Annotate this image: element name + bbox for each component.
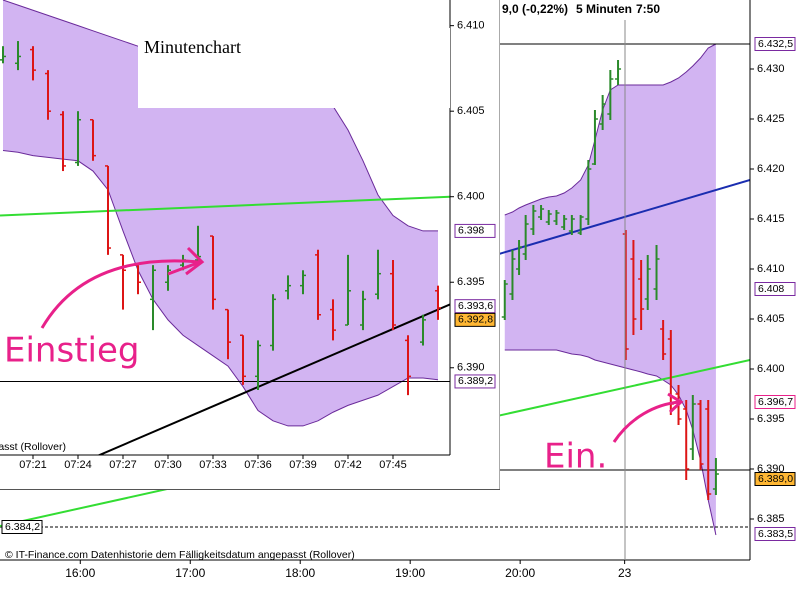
header-time: 7:50: [636, 2, 660, 16]
y-tick-label: 6.405: [457, 105, 485, 117]
x-tick-label: 07:42: [334, 459, 362, 471]
y-tick-label: 6.410: [757, 263, 785, 275]
header-change: 9,0 (-0,22%): [502, 2, 568, 16]
price-label: 6.384,2: [5, 521, 40, 533]
y-tick-label: 6.430: [757, 63, 785, 75]
x-tick-label: 07:33: [199, 459, 227, 471]
y-tick-label: 6.400: [757, 363, 785, 375]
band-lower: [504, 349, 717, 536]
price-label-box: [454, 299, 496, 314]
trendline: [97, 303, 450, 455]
price-label: 6.398: [458, 225, 484, 237]
footnote: © IT-Finance.com Datenhistorie dem Fälli…: [5, 549, 355, 561]
arrow: [40, 259, 201, 329]
y-tick-label: 6.420: [757, 163, 785, 175]
x-tick-label: 07:45: [379, 459, 407, 471]
y-tick-label: 6.410: [457, 20, 485, 32]
price-label: 6.396,7: [758, 396, 793, 408]
price-label-box: [754, 282, 796, 296]
y-tick-label: 6.400: [457, 191, 485, 203]
price-label: 6.389,0: [758, 473, 793, 485]
x-tick-label: 16:00: [65, 566, 95, 580]
annotation: Einstieg: [4, 331, 139, 371]
price-label: 6.408: [758, 283, 784, 295]
price-label-box: [754, 472, 796, 486]
x-tick-label: 07:21: [19, 459, 47, 471]
title-box: [138, 28, 450, 108]
price-label-box: [1, 520, 43, 534]
y-tick-label: 6.405: [757, 313, 785, 325]
x-tick-label: 07:36: [244, 459, 272, 471]
x-tick-label: 07:24: [64, 459, 92, 471]
price-label-box: [754, 527, 796, 541]
band-lower: [2, 150, 439, 427]
price-label: 6.393,6: [458, 300, 493, 312]
price-label-box: [754, 395, 796, 409]
band-fill: [504, 44, 716, 535]
price-label-box: [454, 374, 496, 389]
price-label-box: [754, 37, 796, 51]
arrow-head: [167, 246, 205, 276]
price-label: 6.432,5: [758, 38, 793, 50]
price-label: 6.392,8: [458, 314, 493, 326]
x-tick-label: 07:27: [109, 459, 137, 471]
y-tick-label: 6.415: [757, 213, 785, 225]
arrow: [612, 392, 684, 443]
x-tick-label: 17:00: [175, 566, 205, 580]
trendline: [0, 195, 450, 217]
y-tick-label: 6.390: [757, 463, 785, 475]
x-tick-label: 23: [618, 566, 632, 580]
x-tick-label: 20:00: [505, 566, 535, 580]
annotations: Minutenchart Einstieg Ein. 9,0 (-0,22%) …: [4, 2, 684, 477]
x-tick-label: 07:39: [289, 459, 317, 471]
annotation: Ein.: [544, 437, 607, 477]
y-tick-label: 6.395: [757, 413, 785, 425]
price-label-box: [454, 312, 496, 327]
y-tick-label: 6.385: [757, 513, 785, 525]
price-label: 6.389,2: [458, 375, 493, 387]
chart-title: Minutenchart: [144, 37, 241, 57]
x-tick-label: 07:30: [154, 459, 182, 471]
y-tick-label: 6.425: [757, 113, 785, 125]
x-tick-label: 19:00: [395, 566, 425, 580]
header-interval: 5 Minuten: [576, 2, 632, 16]
price-label: 6.383,5: [758, 528, 793, 540]
y-tick-label: 6.390: [457, 362, 485, 374]
footnote: © IT-Finance.com Datenhistorie dem Fälli…: [0, 441, 66, 453]
price-label-box: [454, 223, 496, 238]
x-tick-label: 18:00: [285, 566, 315, 580]
y-tick-label: 6.395: [457, 276, 485, 288]
